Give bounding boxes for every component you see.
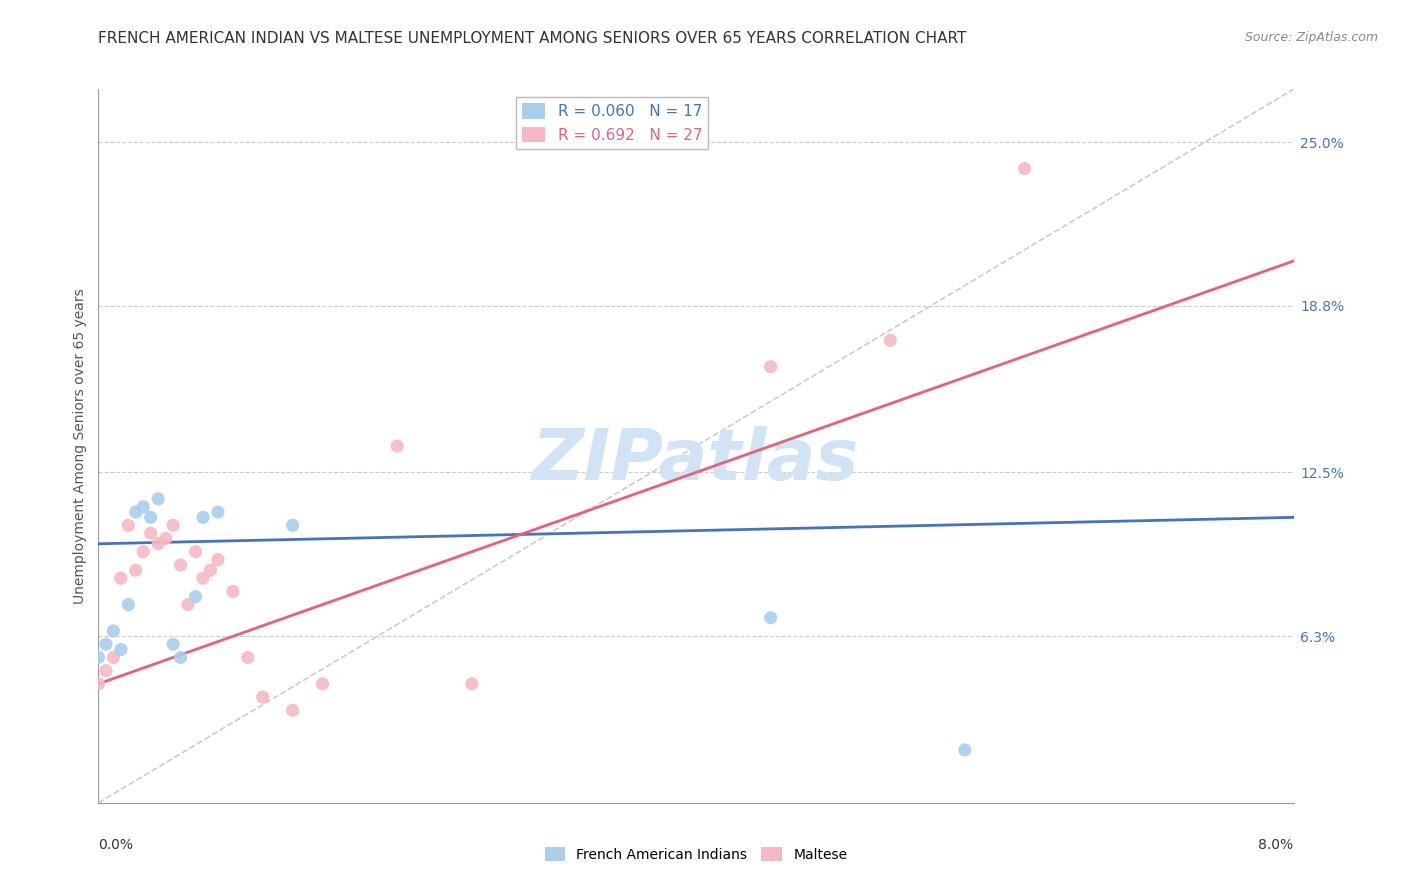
Point <box>953 743 976 757</box>
Point <box>311 677 333 691</box>
Point <box>461 677 484 691</box>
Point <box>177 598 200 612</box>
Y-axis label: Unemployment Among Seniors over 65 years: Unemployment Among Seniors over 65 years <box>73 288 87 604</box>
Point <box>162 637 184 651</box>
Point <box>200 563 222 577</box>
Point <box>184 545 207 559</box>
Point <box>385 439 409 453</box>
Point <box>132 545 155 559</box>
Legend: R = 0.060   N = 17, R = 0.692   N = 27: R = 0.060 N = 17, R = 0.692 N = 27 <box>516 97 709 149</box>
Point <box>94 637 117 651</box>
Point <box>1014 161 1036 176</box>
Text: ZIPatlas: ZIPatlas <box>533 425 859 495</box>
Point <box>281 703 304 717</box>
Point <box>125 505 148 519</box>
Point <box>117 598 139 612</box>
Point <box>132 500 155 514</box>
Point <box>252 690 274 704</box>
Point <box>207 552 229 566</box>
Point <box>191 510 214 524</box>
Point <box>94 664 117 678</box>
Point <box>281 518 304 533</box>
Point <box>103 650 125 665</box>
Text: Source: ZipAtlas.com: Source: ZipAtlas.com <box>1244 31 1378 45</box>
Point <box>87 677 110 691</box>
Point <box>169 558 191 572</box>
Point <box>222 584 245 599</box>
Point <box>117 518 139 533</box>
Point <box>879 333 901 347</box>
Point <box>236 650 259 665</box>
Point <box>759 611 782 625</box>
Point <box>207 505 229 519</box>
Point <box>169 650 191 665</box>
Point <box>110 642 132 657</box>
Point <box>110 571 132 585</box>
Point <box>139 526 162 541</box>
Point <box>103 624 125 638</box>
Point <box>759 359 782 374</box>
Point <box>155 532 177 546</box>
Text: FRENCH AMERICAN INDIAN VS MALTESE UNEMPLOYMENT AMONG SENIORS OVER 65 YEARS CORRE: FRENCH AMERICAN INDIAN VS MALTESE UNEMPL… <box>98 31 967 46</box>
Point <box>139 510 162 524</box>
Point <box>191 571 214 585</box>
Point <box>148 537 170 551</box>
Text: 0.0%: 0.0% <box>98 838 134 853</box>
Point <box>162 518 184 533</box>
Point <box>184 590 207 604</box>
Point <box>148 491 170 506</box>
Point <box>87 650 110 665</box>
Point <box>125 563 148 577</box>
Text: 8.0%: 8.0% <box>1258 838 1294 853</box>
